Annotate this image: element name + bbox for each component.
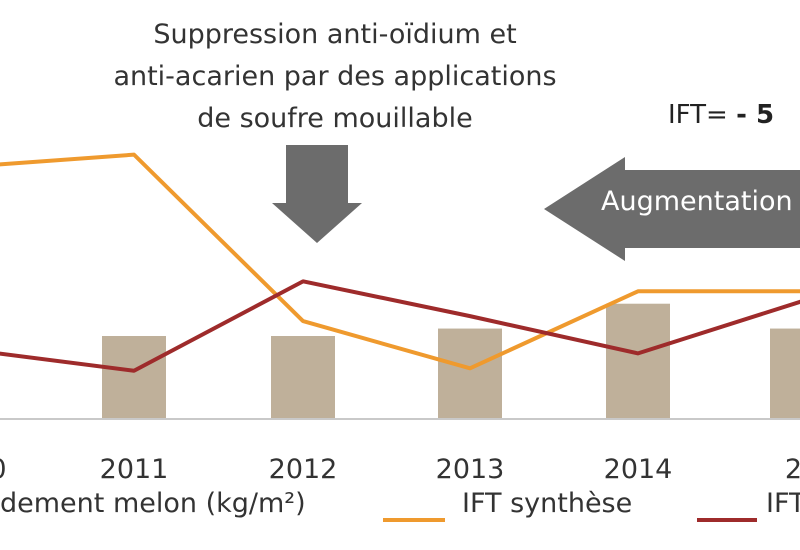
annotation-line-3: de soufre mouillable xyxy=(197,103,473,134)
annotation-line-1: Suppression anti-oïdium et xyxy=(153,19,517,50)
ift-second-point-2012 xyxy=(302,280,304,282)
legend-ift-second-label: IFT xyxy=(766,488,800,519)
ift-note-value: - 5 xyxy=(736,100,775,130)
x-tick-label-2014: 2014 xyxy=(604,454,673,485)
annotation-text: Suppression anti-oïdium et anti-acarien … xyxy=(60,14,610,140)
ift-second-point-2014 xyxy=(637,352,639,354)
ift-synthese-point-2014 xyxy=(637,290,639,292)
bar-2011 xyxy=(102,336,166,418)
bar-2014 xyxy=(606,303,670,418)
legend-rendement-label: dement melon (kg/m²) xyxy=(0,488,306,519)
left-arrow-icon xyxy=(544,157,800,261)
ift-synthese-point-2013 xyxy=(469,367,471,369)
ift-synthese-point-2011 xyxy=(133,154,135,156)
ift-synthese-point-2012 xyxy=(302,320,304,322)
down-arrow-icon xyxy=(272,145,362,243)
legend-ift-synthese-label: IFT synthèse xyxy=(462,488,633,519)
legend-ift-synthese-swatch xyxy=(383,518,445,522)
annotation-line-2: anti-acarien par des applications xyxy=(113,61,557,92)
ift-synthese-line xyxy=(0,152,800,371)
augmentation-label: Augmentation xyxy=(601,186,793,217)
x-tick-label-2011: 2011 xyxy=(100,454,169,485)
legend-ift-second-swatch xyxy=(697,518,757,522)
x-tick-label-2013: 2013 xyxy=(436,454,505,485)
bar-2015 xyxy=(770,328,800,418)
bar-2013 xyxy=(438,328,502,418)
ift-note-prefix: IFT= xyxy=(668,100,737,130)
x-tick-label-2012: 2012 xyxy=(269,454,338,485)
ift-second-point-2013 xyxy=(469,315,471,317)
x-tick-label-2015: 20 xyxy=(785,454,800,485)
ift-second-point-2011 xyxy=(133,370,135,372)
ift-second-line xyxy=(0,279,800,373)
bar-2012 xyxy=(271,336,335,418)
x-tick-label-2010: 0 xyxy=(0,454,7,485)
ift-note: IFT= - 5 xyxy=(668,100,774,130)
